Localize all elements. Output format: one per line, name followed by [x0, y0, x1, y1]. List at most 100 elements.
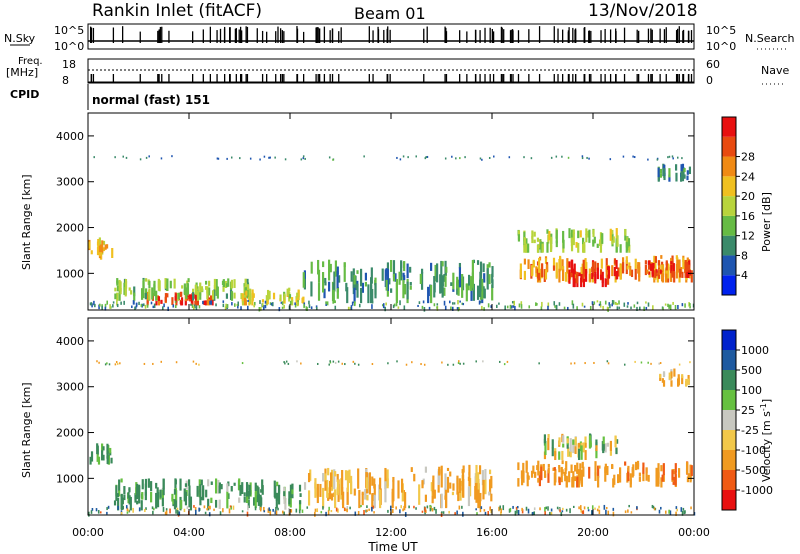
heatmap-cell [616, 235, 619, 247]
x-tick-label: 04:00 [173, 526, 205, 539]
heatmap-cell [346, 508, 348, 513]
heatmap-cell [533, 511, 536, 516]
heatmap-cell [656, 273, 659, 283]
heatmap-cell [222, 286, 225, 292]
heatmap-cell [263, 506, 265, 512]
heatmap-cell [357, 363, 360, 366]
heatmap-cell [289, 494, 292, 508]
heatmap-cell [288, 305, 291, 310]
heatmap-cell [193, 505, 195, 508]
station-title: Rankin Inlet (fitACF) [92, 1, 262, 21]
heatmap-cell [404, 512, 407, 517]
heatmap-cell [574, 273, 577, 283]
nsearch-tick-low: 10^0 [706, 40, 736, 53]
heatmap-cell [582, 266, 586, 276]
heatmap-cell [436, 306, 438, 309]
heatmap-cell [679, 268, 682, 278]
heatmap-cell [674, 304, 677, 310]
heatmap-cell [483, 509, 486, 512]
heatmap-cell [467, 476, 471, 481]
heatmap-cell [667, 303, 669, 307]
heatmap-cell [283, 304, 285, 309]
heatmap-cell [509, 507, 512, 512]
heatmap-cell [680, 174, 683, 182]
heatmap-cell [607, 510, 610, 516]
heatmap-cell [219, 511, 222, 516]
heatmap-cell [252, 293, 255, 298]
heatmap-cell [644, 260, 647, 265]
heatmap-cell [584, 362, 586, 365]
heatmap-cell [98, 252, 102, 257]
heatmap-cell [537, 460, 540, 476]
heatmap-cell [249, 293, 252, 305]
heatmap-cell [484, 479, 487, 495]
heatmap-cell [145, 507, 147, 510]
heatmap-cell [598, 509, 601, 514]
colorbar-swatch [722, 470, 736, 490]
heatmap-cell [544, 507, 546, 512]
heatmap-cell [176, 507, 179, 511]
heatmap-cell [559, 509, 561, 513]
heatmap-cell [592, 229, 595, 237]
heatmap-cell [555, 155, 558, 158]
heatmap-cell [296, 360, 298, 363]
heatmap-cell [521, 509, 524, 514]
colorbar-swatch [722, 136, 736, 157]
heatmap-cell [458, 505, 461, 510]
heatmap-cell [120, 511, 123, 515]
heatmap-cell [430, 262, 433, 271]
heatmap-cell [522, 462, 525, 472]
heatmap-cell [164, 278, 167, 287]
heatmap-cell [673, 271, 676, 283]
heatmap-cell [659, 168, 663, 174]
heatmap-cell [683, 167, 686, 173]
date-title: 13/Nov/2018 [588, 1, 698, 21]
heatmap-cell [155, 482, 158, 489]
heatmap-cell [366, 505, 368, 508]
heatmap-cell [138, 301, 140, 306]
heatmap-cell [677, 304, 679, 310]
heatmap-cell [277, 507, 279, 511]
colorbar-tick-label: -25 [741, 424, 759, 437]
heatmap-cell [112, 304, 114, 308]
heatmap-cell [346, 506, 349, 511]
heatmap-cell [568, 228, 571, 239]
heatmap-cell [531, 235, 534, 244]
heatmap-cell [145, 288, 148, 296]
heatmap-cell [147, 478, 150, 488]
heatmap-cell [218, 499, 221, 509]
heatmap-cell [514, 305, 516, 311]
heatmap-cell [180, 297, 184, 301]
heatmap-cell [668, 155, 671, 158]
heatmap-cell [627, 238, 631, 247]
heatmap-cell [657, 175, 660, 182]
heatmap-cell [307, 473, 311, 483]
heatmap-cell [102, 446, 105, 451]
heatmap-cell [594, 273, 597, 281]
heatmap-cell [621, 262, 625, 274]
heatmap-cell [680, 164, 683, 172]
heatmap-cell [684, 303, 686, 308]
heatmap-cell [647, 474, 650, 482]
heatmap-cell [525, 245, 528, 253]
heatmap-cell [166, 293, 169, 298]
heatmap-cell [444, 473, 447, 496]
heatmap-cell [215, 303, 217, 307]
heatmap-cell [291, 299, 294, 306]
heatmap-cell [618, 300, 620, 305]
heatmap-cell [684, 263, 687, 275]
heatmap-cell [227, 493, 230, 499]
heatmap-cell [547, 305, 549, 311]
heatmap-cell [484, 511, 487, 516]
heatmap-cell [628, 504, 630, 508]
heatmap-cell [662, 463, 665, 476]
heatmap-cell [528, 305, 531, 309]
heatmap-cell [627, 302, 629, 305]
heatmap-cell [349, 306, 352, 310]
heatmap-cell [303, 278, 306, 290]
heatmap-cell [226, 483, 229, 492]
heatmap-cell [488, 469, 492, 475]
heatmap-cell [415, 155, 417, 158]
heatmap-cell [379, 477, 382, 490]
heatmap-cell [521, 472, 524, 486]
